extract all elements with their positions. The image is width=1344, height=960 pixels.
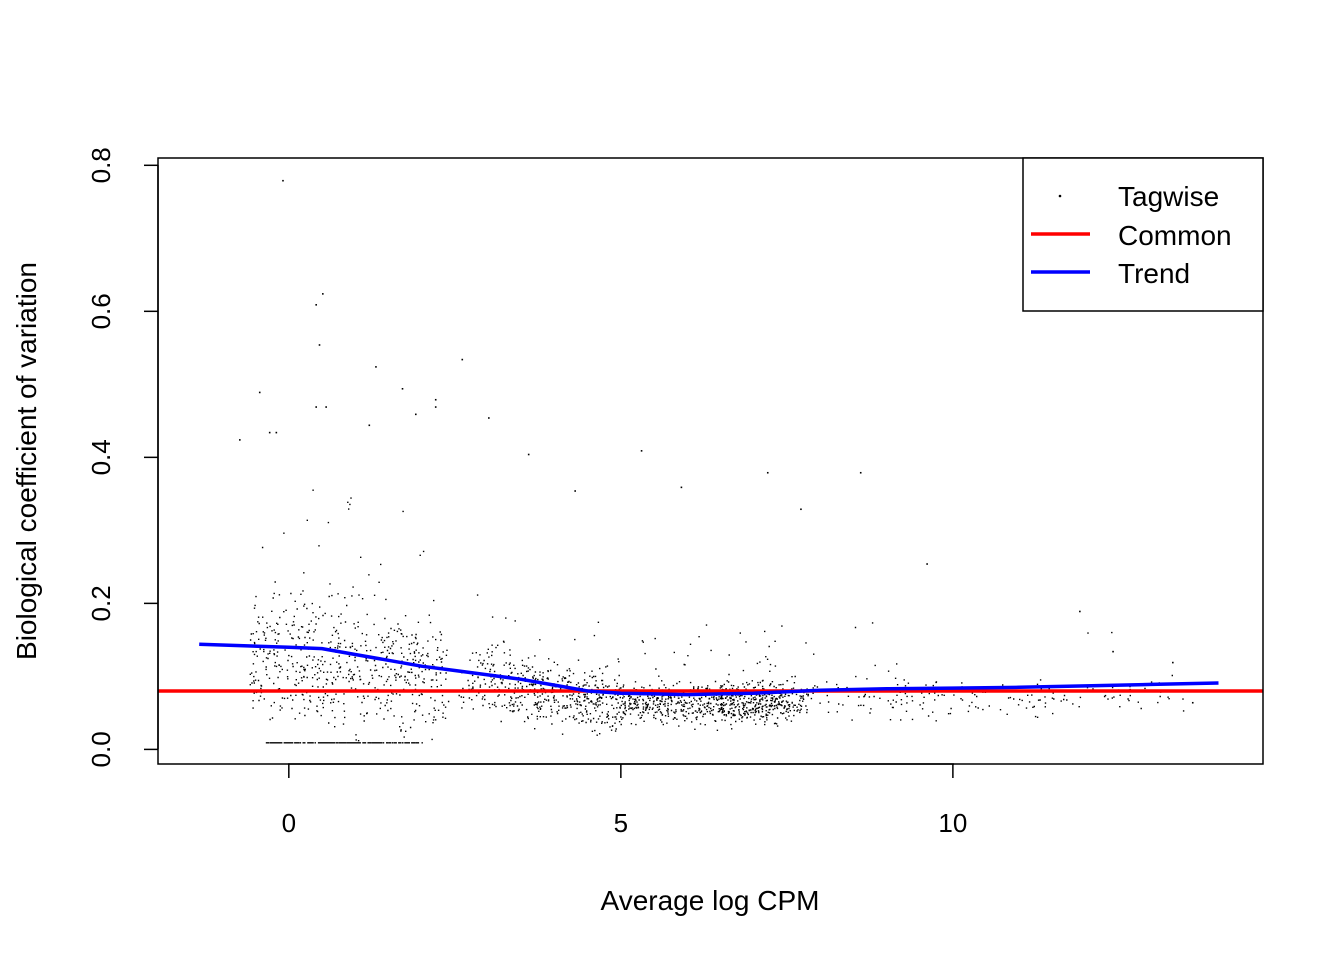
legend: Tagwise Common Trend [1022,157,1264,312]
tagwise-outlier-point [322,293,324,295]
tagwise-outlier-point [1112,650,1114,653]
tagwise-outlier-point [640,450,643,452]
y-tick-label: 0.6 [86,293,116,329]
tagwise-outlier-point [680,486,683,489]
tagwise-outlier-point [258,391,261,394]
tagwise-outlier-point [1172,661,1174,664]
trend-line [199,642,1219,697]
y-tick-label: 0.8 [86,147,116,183]
legend-tagwise-marker [1058,194,1062,198]
tagwise-outlier-point [315,304,317,306]
y-axis-title: Biological coefficient of variation [11,262,42,660]
legend-common-label: Common [1118,220,1232,251]
tagwise-outlier-point [368,424,371,427]
tagwise-outlier-point [859,471,862,474]
tagwise-outlier-point [527,453,530,456]
tagwise-outlier-point [275,431,278,434]
tagwise-outlier-point [315,406,317,408]
y-tick-label: 0.2 [86,585,116,621]
lines-layer [158,642,1263,697]
tagwise-outlier-point [488,417,490,419]
x-tick-label: 0 [282,808,296,838]
tagwise-points [249,489,1185,744]
tagwise-outlier-point [268,431,271,434]
tagwise-outlier-point [282,179,284,182]
tagwise-outlier-point [414,413,417,416]
tagwise-outlier-point [1079,610,1081,613]
tagwise-outlier-point [766,471,769,474]
legend-trend-label: Trend [1118,258,1190,289]
tagwise-outlier-point [325,406,327,408]
tagwise-outlier-point [401,387,404,390]
tagwise-outlier-point [574,490,576,492]
x-tick-label: 10 [938,808,967,838]
scatter-points [239,179,1194,744]
tagwise-outlier-point [375,366,377,368]
tagwise-outlier-point [1191,701,1194,704]
x-axis: 0 5 10 [282,763,967,838]
tagwise-outlier-point [318,344,321,346]
tagwise-outlier-point [926,563,928,565]
tagwise-outlier-point [461,358,464,361]
tagwise-outlier-point [434,406,437,408]
legend-tagwise-label: Tagwise [1118,181,1219,212]
tagwise-outlier-point [800,508,802,511]
y-tick-label: 0.4 [86,439,116,475]
tagwise-outlier-point [239,439,241,441]
tagwise-outlier-point [434,398,437,401]
y-tick-label: 0.0 [86,731,116,767]
x-axis-title: Average log CPM [601,885,820,916]
y-axis: 0.0 0.2 0.4 0.6 0.8 [86,147,159,767]
x-tick-label: 5 [614,808,628,838]
